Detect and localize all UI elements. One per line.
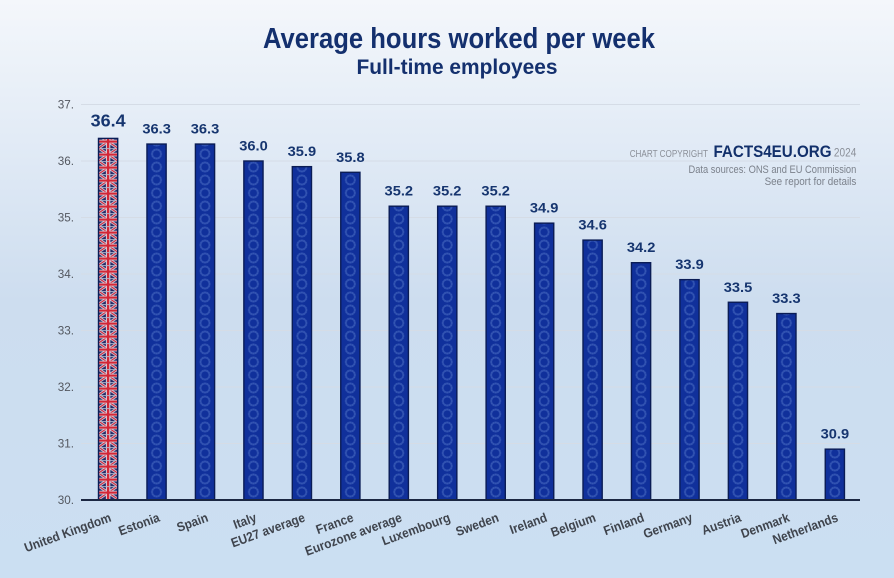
svg-text:30.9: 30.9 — [821, 426, 850, 442]
svg-text:See report for details: See report for details — [765, 176, 857, 188]
svg-text:31.: 31. — [58, 437, 74, 450]
svg-text:33.5: 33.5 — [724, 279, 753, 295]
svg-text:Estonia: Estonia — [116, 509, 162, 538]
svg-text:36.4: 36.4 — [91, 110, 126, 130]
svg-text:Spain: Spain — [175, 510, 210, 535]
svg-text:Belgium: Belgium — [549, 510, 598, 540]
svg-text:37.: 37. — [58, 98, 74, 111]
svg-text:Average hours worked per week: Average hours worked per week — [263, 23, 655, 55]
svg-text:34.: 34. — [58, 268, 74, 281]
svg-text:35.2: 35.2 — [481, 183, 510, 199]
svg-text:Ireland: Ireland — [508, 510, 550, 537]
svg-text:36.: 36. — [58, 155, 74, 168]
svg-text:33.: 33. — [58, 324, 74, 337]
svg-text:United Kingdom: United Kingdom — [22, 510, 113, 555]
svg-text:CHART COPYRIGHT: CHART COPYRIGHT — [630, 149, 708, 160]
svg-text:35.9: 35.9 — [288, 143, 317, 159]
svg-text:36.3: 36.3 — [191, 121, 220, 137]
svg-text:35.2: 35.2 — [433, 183, 462, 199]
svg-text:34.2: 34.2 — [627, 239, 656, 255]
svg-text:36.0: 36.0 — [239, 138, 268, 154]
svg-text:Data sources: ONS and EU Commi: Data sources: ONS and EU Commission — [689, 164, 857, 176]
svg-text:Austria: Austria — [700, 509, 744, 537]
svg-text:35.2: 35.2 — [385, 183, 414, 199]
svg-text:Full-time employees: Full-time employees — [357, 56, 558, 79]
svg-text:34.6: 34.6 — [578, 217, 607, 233]
svg-text:FACTS4EU.ORG: FACTS4EU.ORG — [714, 142, 832, 161]
svg-text:2024: 2024 — [834, 147, 857, 160]
svg-text:Germany: Germany — [641, 509, 695, 541]
svg-text:36.3: 36.3 — [142, 121, 171, 137]
svg-text:Finland: Finland — [601, 510, 646, 539]
svg-text:33.3: 33.3 — [772, 290, 801, 306]
svg-text:35.8: 35.8 — [336, 149, 365, 165]
svg-text:35.: 35. — [58, 211, 74, 224]
svg-text:34.9: 34.9 — [530, 200, 559, 216]
svg-text:30.: 30. — [58, 494, 74, 507]
svg-text:Sweden: Sweden — [454, 510, 501, 539]
svg-text:33.9: 33.9 — [675, 256, 704, 272]
svg-text:32.: 32. — [58, 381, 74, 394]
